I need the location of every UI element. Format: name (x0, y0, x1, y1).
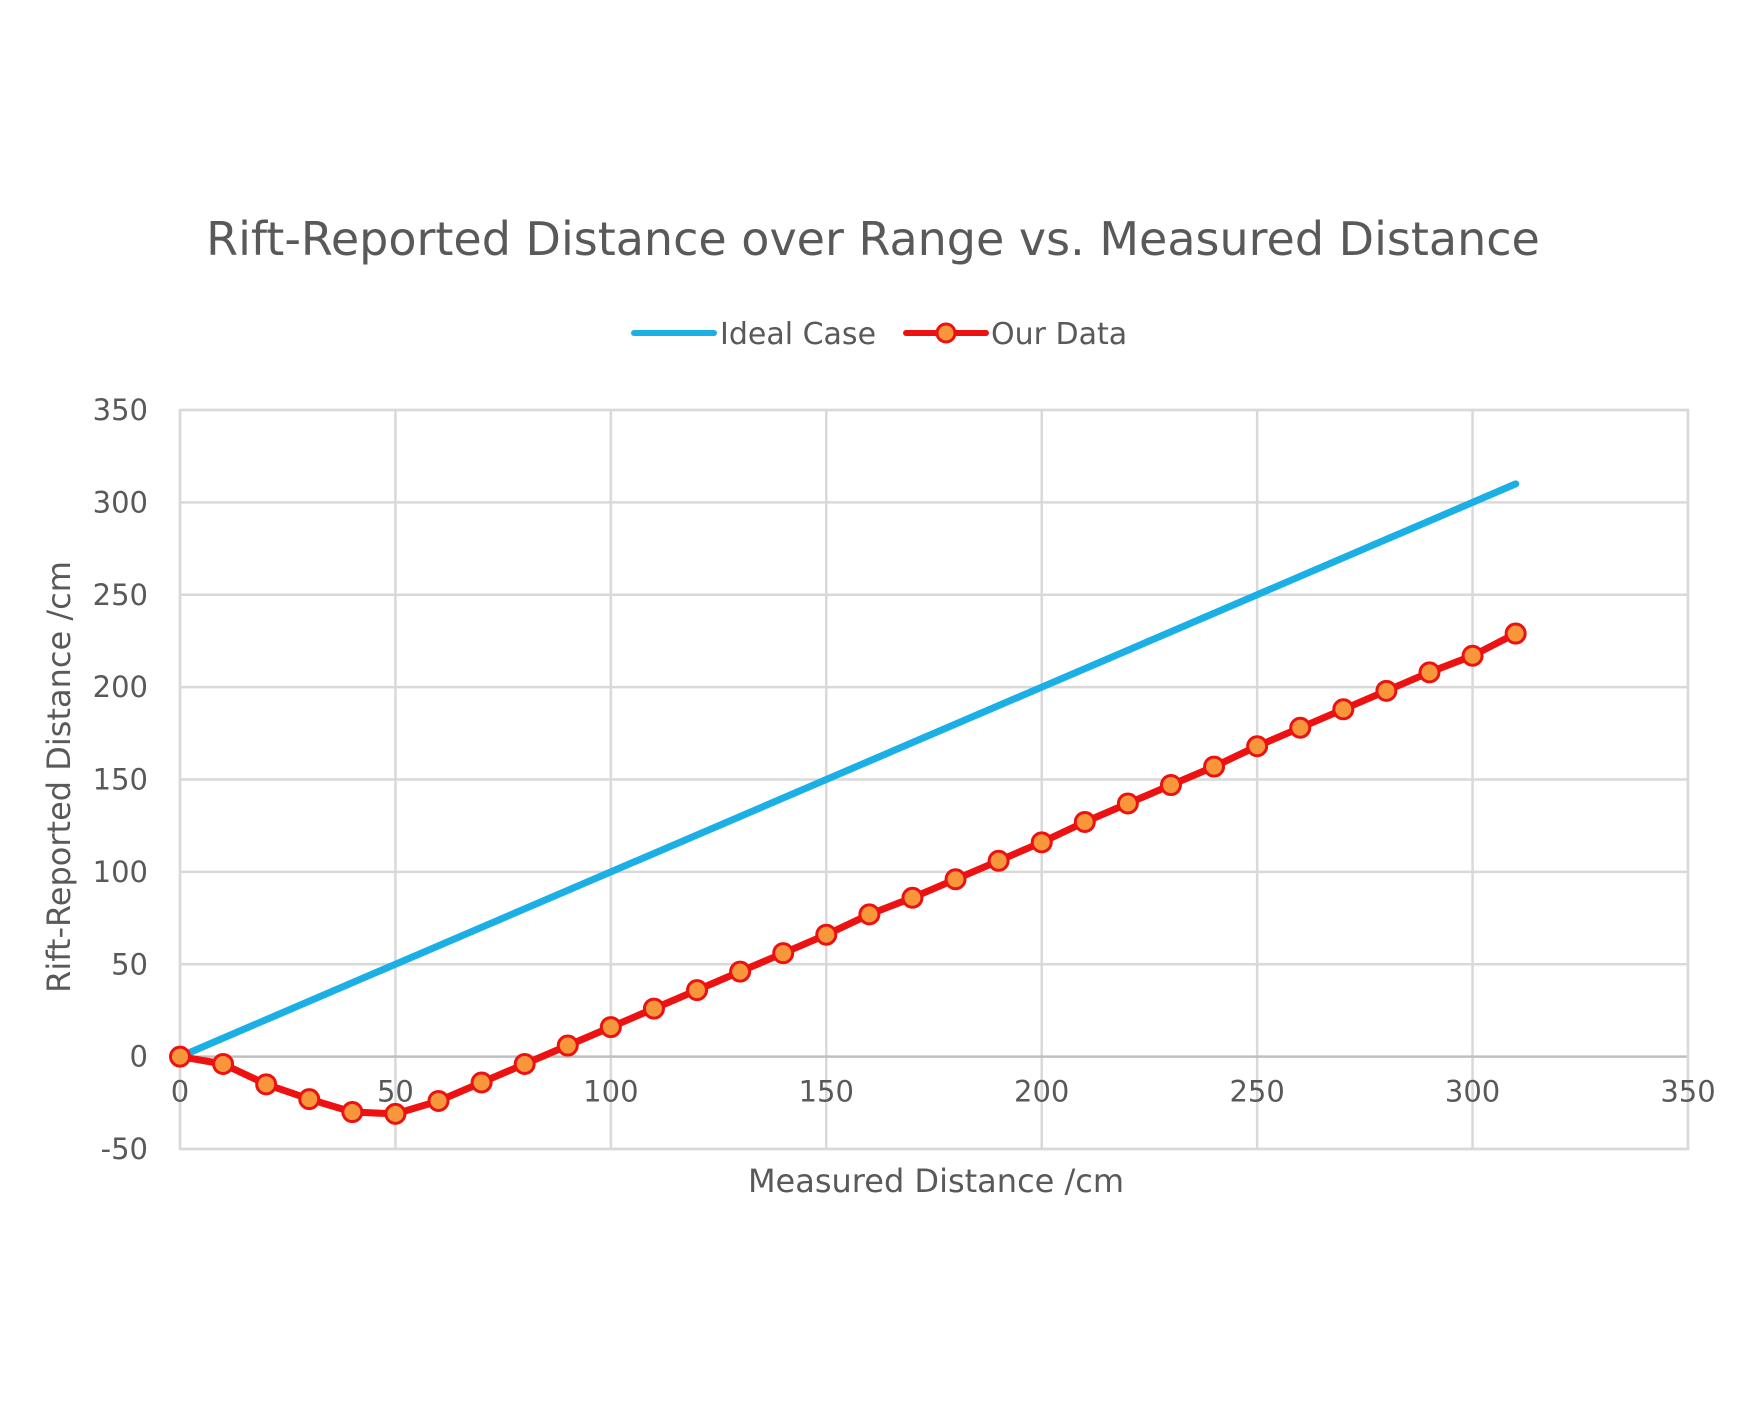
x-tick-label: 100 (583, 1075, 638, 1109)
data-point-our-data (1375, 679, 1398, 702)
plot-area-border (178, 408, 1690, 1151)
data-point-our-data (1073, 810, 1096, 833)
data-point-our-data (1332, 698, 1355, 721)
x-tick-label: 150 (799, 1075, 854, 1109)
data-point-our-data (1203, 755, 1226, 778)
data-point-our-data (1159, 774, 1182, 797)
data-point-our-data (341, 1101, 364, 1124)
data-point-our-data (427, 1089, 450, 1112)
data-point-our-data (901, 886, 924, 909)
y-axis-title: Rift-Reported Distance /cm (40, 561, 78, 993)
data-point-our-data (1418, 661, 1441, 684)
data-point-our-data (858, 903, 881, 926)
x-tick-label: 350 (1660, 1075, 1715, 1109)
y-tick-label: 50 (111, 947, 148, 981)
x-tick-label: 300 (1445, 1075, 1500, 1109)
x-tick-label: 0 (171, 1075, 189, 1109)
data-point-our-data (944, 868, 967, 891)
data-point-our-data (599, 1016, 622, 1039)
data-point-our-data (1461, 644, 1484, 667)
data-point-our-data (772, 942, 795, 965)
data-point-our-data (169, 1045, 191, 1068)
data-point-our-data (686, 979, 709, 1002)
y-tick-label: 350 (93, 393, 148, 427)
data-point-our-data (642, 997, 665, 1020)
x-tick-label: 200 (1014, 1075, 1069, 1109)
x-axis-title: Measured Distance /cm (748, 1162, 1124, 1200)
data-point-our-data (987, 849, 1010, 872)
legend-entry-ideal-case: Ideal Case (631, 317, 876, 352)
legend-swatch-our-data-marker (935, 322, 957, 344)
data-point-our-data (470, 1071, 493, 1094)
series (169, 480, 1527, 1125)
data-point-our-data (513, 1053, 536, 1076)
tick-labels: 0 50 100 150 200 250 300 350-500501001502002503… (93, 393, 1716, 1166)
legend-entry-our-data: Our Data (903, 317, 1127, 352)
series-line-ideal-case (176, 480, 1520, 1061)
data-point-our-data (1504, 622, 1527, 645)
y-tick-label: 0 (130, 1040, 148, 1074)
data-point-our-data (298, 1088, 321, 1111)
y-tick-label: -50 (101, 1132, 148, 1166)
data-point-our-data (556, 1034, 579, 1057)
data-point-our-data (255, 1073, 278, 1096)
data-point-our-data (1116, 792, 1139, 815)
data-point-our-data (1289, 716, 1312, 739)
y-tick-label: 250 (93, 578, 148, 612)
legend-label-our-data: Our Data (991, 317, 1127, 352)
legend-label-ideal-case: Ideal Case (720, 317, 876, 352)
y-tick-label: 300 (93, 485, 148, 519)
chart-title: Rift-Reported Distance over Range vs. Me… (206, 212, 1540, 266)
x-tick-label: 250 (1229, 1075, 1284, 1109)
data-point-our-data (815, 923, 838, 946)
data-point-our-data (1246, 735, 1269, 758)
legend: Ideal Case Our Data (631, 317, 1127, 352)
data-point-our-data (1030, 831, 1053, 854)
y-tick-label: 200 (93, 670, 148, 704)
data-point-our-data (729, 960, 752, 983)
y-tick-label: 100 (93, 855, 148, 889)
data-point-our-data (384, 1102, 407, 1125)
data-point-our-data (212, 1053, 235, 1076)
y-tick-label: 150 (93, 763, 148, 797)
